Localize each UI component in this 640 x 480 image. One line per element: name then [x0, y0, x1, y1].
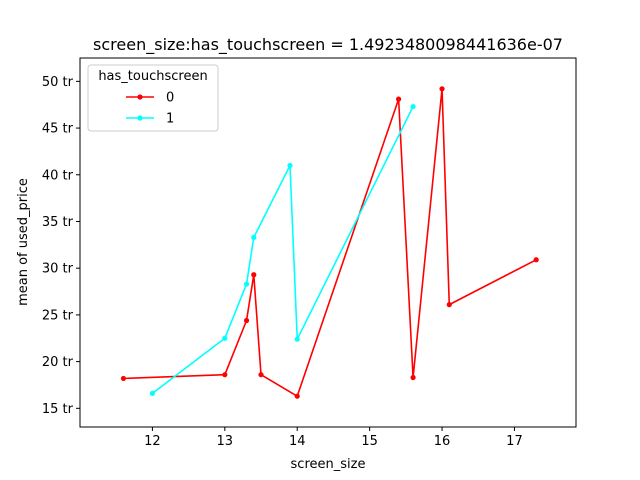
data-point-series-1	[149, 390, 156, 396]
data-point-series-1	[251, 234, 257, 240]
y-tick-label: 30 tr	[42, 262, 74, 277]
legend-marker-series-1	[137, 115, 143, 121]
data-point-series-0	[251, 272, 257, 278]
axes-frame	[79, 57, 577, 428]
legend-label-series-0: 0	[166, 91, 174, 106]
legend-label-series-1: 1	[166, 112, 174, 127]
data-point-series-1	[294, 336, 300, 342]
y-tick-label: 25 tr	[42, 308, 74, 323]
data-point-series-0	[243, 317, 250, 324]
x-tick-label: 15	[361, 434, 378, 449]
data-point-series-1	[410, 103, 416, 110]
y-tick-label: 45 tr	[42, 122, 74, 137]
x-tick-label: 13	[217, 434, 234, 449]
y-axis-label: mean of used_price	[16, 178, 31, 306]
y-tick-label: 20 tr	[42, 355, 74, 370]
x-tick-label: 17	[506, 434, 523, 449]
data-point-series-0	[258, 372, 264, 378]
y-tick-label: 35 tr	[42, 215, 74, 230]
data-point-series-0	[533, 257, 539, 263]
chart-title: screen_size:has_touchscreen = 1.49234800…	[93, 35, 563, 55]
x-tick-label: 16	[434, 434, 451, 449]
axes: 12 13 14 15 16 17 15 tr 20 tr 25 tr 30 tr 35 tr 40 …	[42, 57, 577, 449]
plot-area	[120, 86, 539, 399]
data-point-series-1	[287, 162, 293, 169]
data-point-series-0	[222, 372, 228, 378]
data-point-series-0	[410, 374, 416, 381]
data-point-series-0	[120, 375, 127, 382]
legend-title: has_touchscreen	[98, 69, 207, 84]
legend-marker-series-0	[137, 94, 143, 100]
x-axis-label: screen_size	[291, 457, 366, 472]
y-tick-label: 40 tr	[42, 168, 74, 183]
data-point-series-1	[222, 335, 228, 341]
data-point-series-0	[439, 86, 445, 92]
legend-box	[87, 64, 219, 132]
y-tick-label: 15 tr	[42, 402, 74, 417]
y-tick-label: 50 tr	[42, 75, 74, 90]
data-point-series-1	[243, 281, 250, 287]
x-tick-label: 14	[289, 434, 306, 449]
legend: has_touchscreen 0 1	[87, 64, 219, 132]
data-point-series-0	[446, 302, 452, 308]
data-point-series-0	[294, 393, 300, 399]
data-point-series-0	[396, 96, 402, 102]
x-tick-label: 12	[144, 434, 161, 449]
